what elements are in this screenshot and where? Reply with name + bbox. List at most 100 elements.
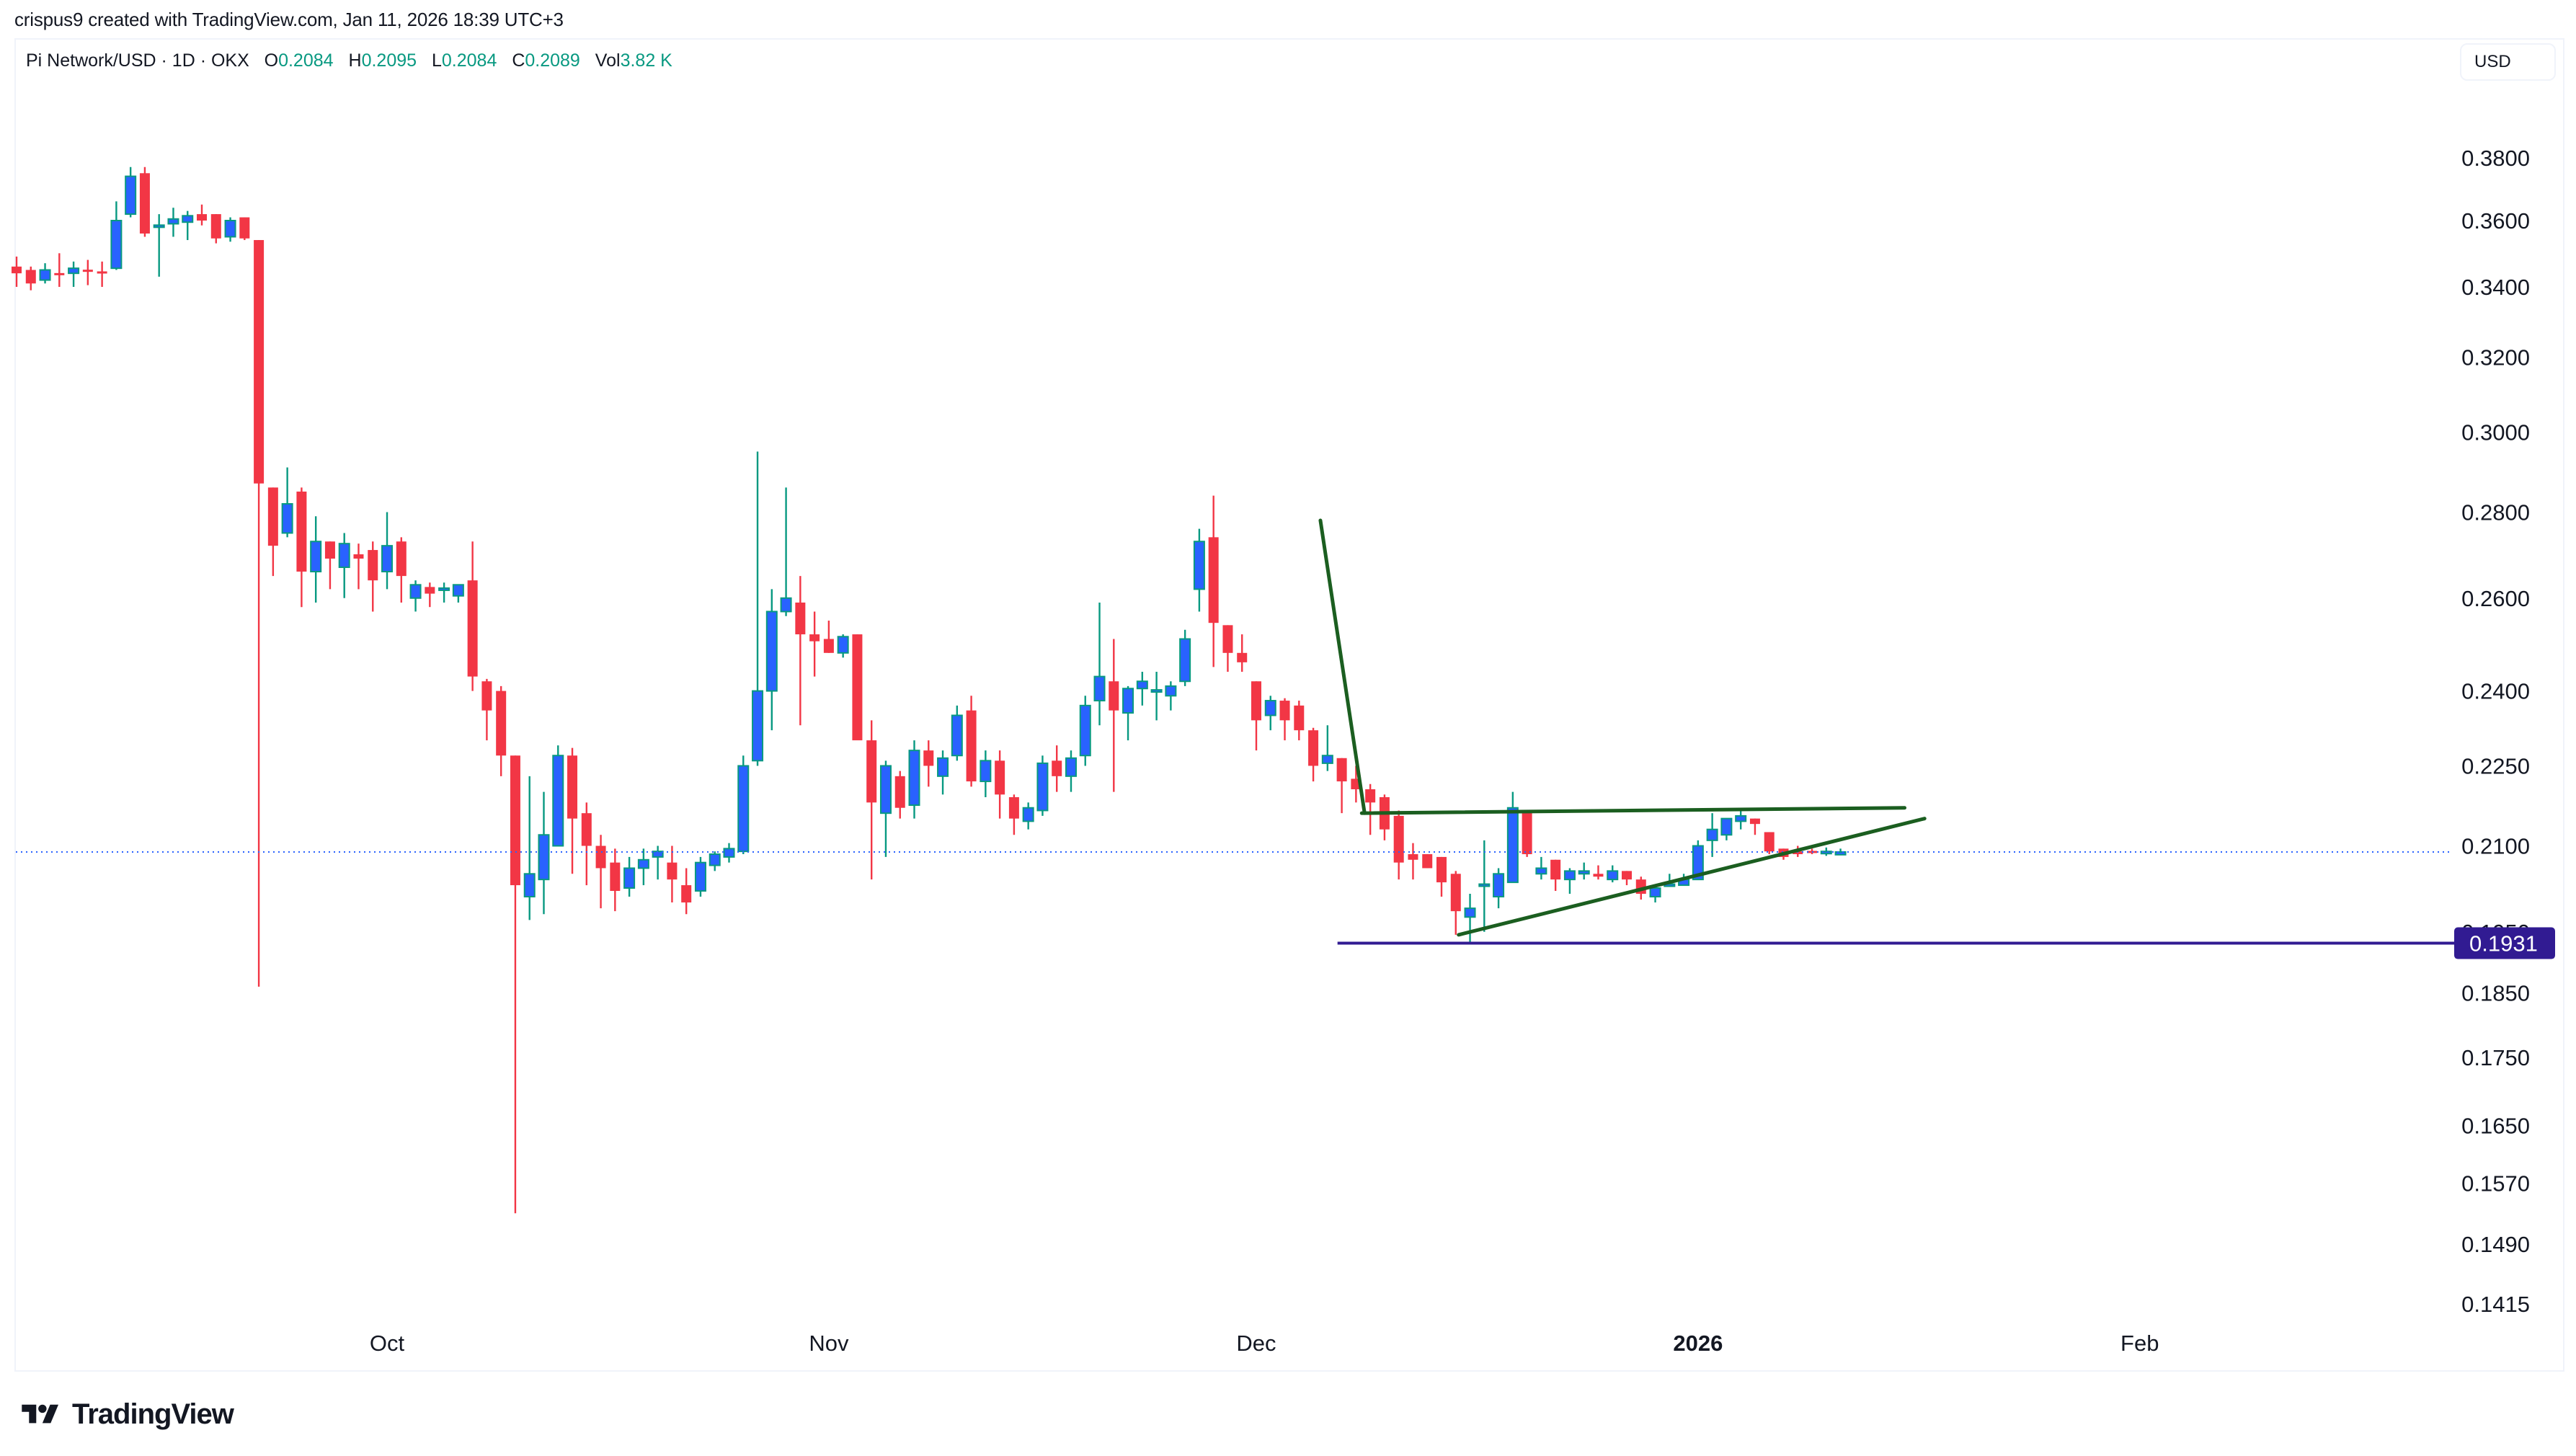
candle: [1365, 784, 1376, 835]
candle: [1079, 696, 1091, 766]
candle: [980, 750, 992, 797]
low-label: L: [431, 50, 442, 71]
candle: [1279, 698, 1290, 741]
candle: [951, 705, 963, 761]
candle: [1264, 696, 1276, 731]
candle: [623, 856, 636, 897]
candle: [409, 580, 422, 612]
candle: [1165, 681, 1177, 711]
candle: [1336, 758, 1347, 814]
candle: [1834, 848, 1847, 856]
price-tick-label: 0.1415: [2461, 1292, 2530, 1317]
candle: [1506, 791, 1519, 884]
candle: [368, 541, 378, 612]
candle: [1478, 840, 1491, 932]
price-tick-label: 0.2800: [2461, 500, 2530, 525]
candle: [1464, 894, 1476, 944]
time-tick-label: Dec: [1236, 1331, 1276, 1356]
candle: [1065, 750, 1077, 792]
price-tick-label: 0.3400: [2461, 275, 2530, 300]
candle: [1622, 871, 1633, 886]
candle: [1593, 865, 1604, 880]
candle: [338, 533, 350, 598]
candle: [1150, 671, 1163, 721]
candle: [1193, 528, 1205, 612]
candle: [425, 582, 435, 608]
candle: [552, 745, 564, 847]
price-axis[interactable]: 0.3800 0.3600 0.3400 0.3200 0.3000 0.2800 0.26…: [2461, 146, 2530, 1317]
open-value: 0.2084: [278, 50, 334, 71]
candle: [723, 843, 735, 863]
candle: [966, 696, 977, 787]
candle: [1179, 629, 1191, 686]
candle: [694, 856, 706, 897]
candle: [1764, 832, 1775, 855]
candle: [1321, 725, 1333, 771]
candle: [25, 266, 36, 290]
candle: [637, 848, 649, 886]
candle: [1294, 701, 1305, 741]
price-tick-label: 0.1650: [2461, 1114, 2530, 1139]
tradingview-logo[interactable]: TradingView: [16, 1398, 234, 1431]
candle: [296, 487, 307, 608]
candle: [1379, 794, 1390, 840]
price-tick-label: 0.2100: [2461, 834, 2530, 859]
candle: [1052, 745, 1062, 792]
candle: [652, 845, 664, 880]
candle: [467, 541, 478, 691]
candle: [1820, 847, 1832, 856]
candle: [68, 261, 80, 287]
candle: [1550, 859, 1561, 892]
candle: [1493, 868, 1505, 909]
candle: [581, 802, 592, 886]
symbol-legend[interactable]: Pi Network/USD · 1D · OKX O0.2084 H0.209…: [26, 50, 683, 71]
candle: [167, 208, 179, 237]
candle: [780, 487, 792, 616]
candle: [1720, 817, 1733, 840]
candle: [267, 487, 278, 577]
time-tick-label: Oct: [370, 1331, 405, 1356]
volume-label: Vol: [595, 50, 621, 71]
candle: [923, 740, 934, 787]
candle: [1109, 639, 1119, 792]
candle: [139, 167, 150, 237]
triangle-lower-line[interactable]: [1457, 817, 1927, 937]
candle: [866, 720, 877, 880]
candle: [324, 541, 335, 590]
candle: [765, 589, 778, 731]
candle: [239, 217, 250, 241]
symbol-title[interactable]: Pi Network/USD · 1D · OKX: [26, 50, 249, 71]
time-tick-label: Nov: [809, 1331, 849, 1356]
candle: [224, 217, 236, 242]
candle: [837, 634, 849, 658]
candle: [1422, 854, 1433, 869]
candle: [709, 851, 721, 871]
currency-button[interactable]: USD: [2460, 43, 2556, 81]
low-value: 0.2084: [441, 50, 497, 71]
candle: [1436, 856, 1447, 897]
candle: [1563, 868, 1576, 895]
candle: [452, 584, 464, 603]
candle: [381, 512, 394, 590]
time-axis[interactable]: Oct Nov Dec 2026 Feb: [370, 1331, 2159, 1356]
candle: [1022, 802, 1034, 830]
candle: [396, 537, 407, 603]
candle: [852, 634, 863, 741]
flagpole-line[interactable]: [1318, 518, 1367, 815]
candle: [1122, 685, 1134, 741]
candle: [737, 755, 750, 855]
tradingview-logo-icon: [22, 1404, 58, 1423]
triangle-upper-line[interactable]: [1359, 806, 1907, 815]
price-tick-label: 0.1850: [2461, 981, 2530, 1006]
candle: [538, 791, 550, 915]
candle: [310, 516, 322, 603]
candle: [752, 451, 764, 766]
candle: [54, 253, 65, 287]
price-tick-label: 0.2250: [2461, 753, 2530, 778]
price-tick-label: 0.2600: [2461, 586, 2530, 611]
candle: [153, 214, 165, 277]
close-value: 0.2089: [525, 50, 580, 71]
drawings-layer[interactable]: [1318, 518, 2461, 945]
candle: [281, 467, 293, 538]
